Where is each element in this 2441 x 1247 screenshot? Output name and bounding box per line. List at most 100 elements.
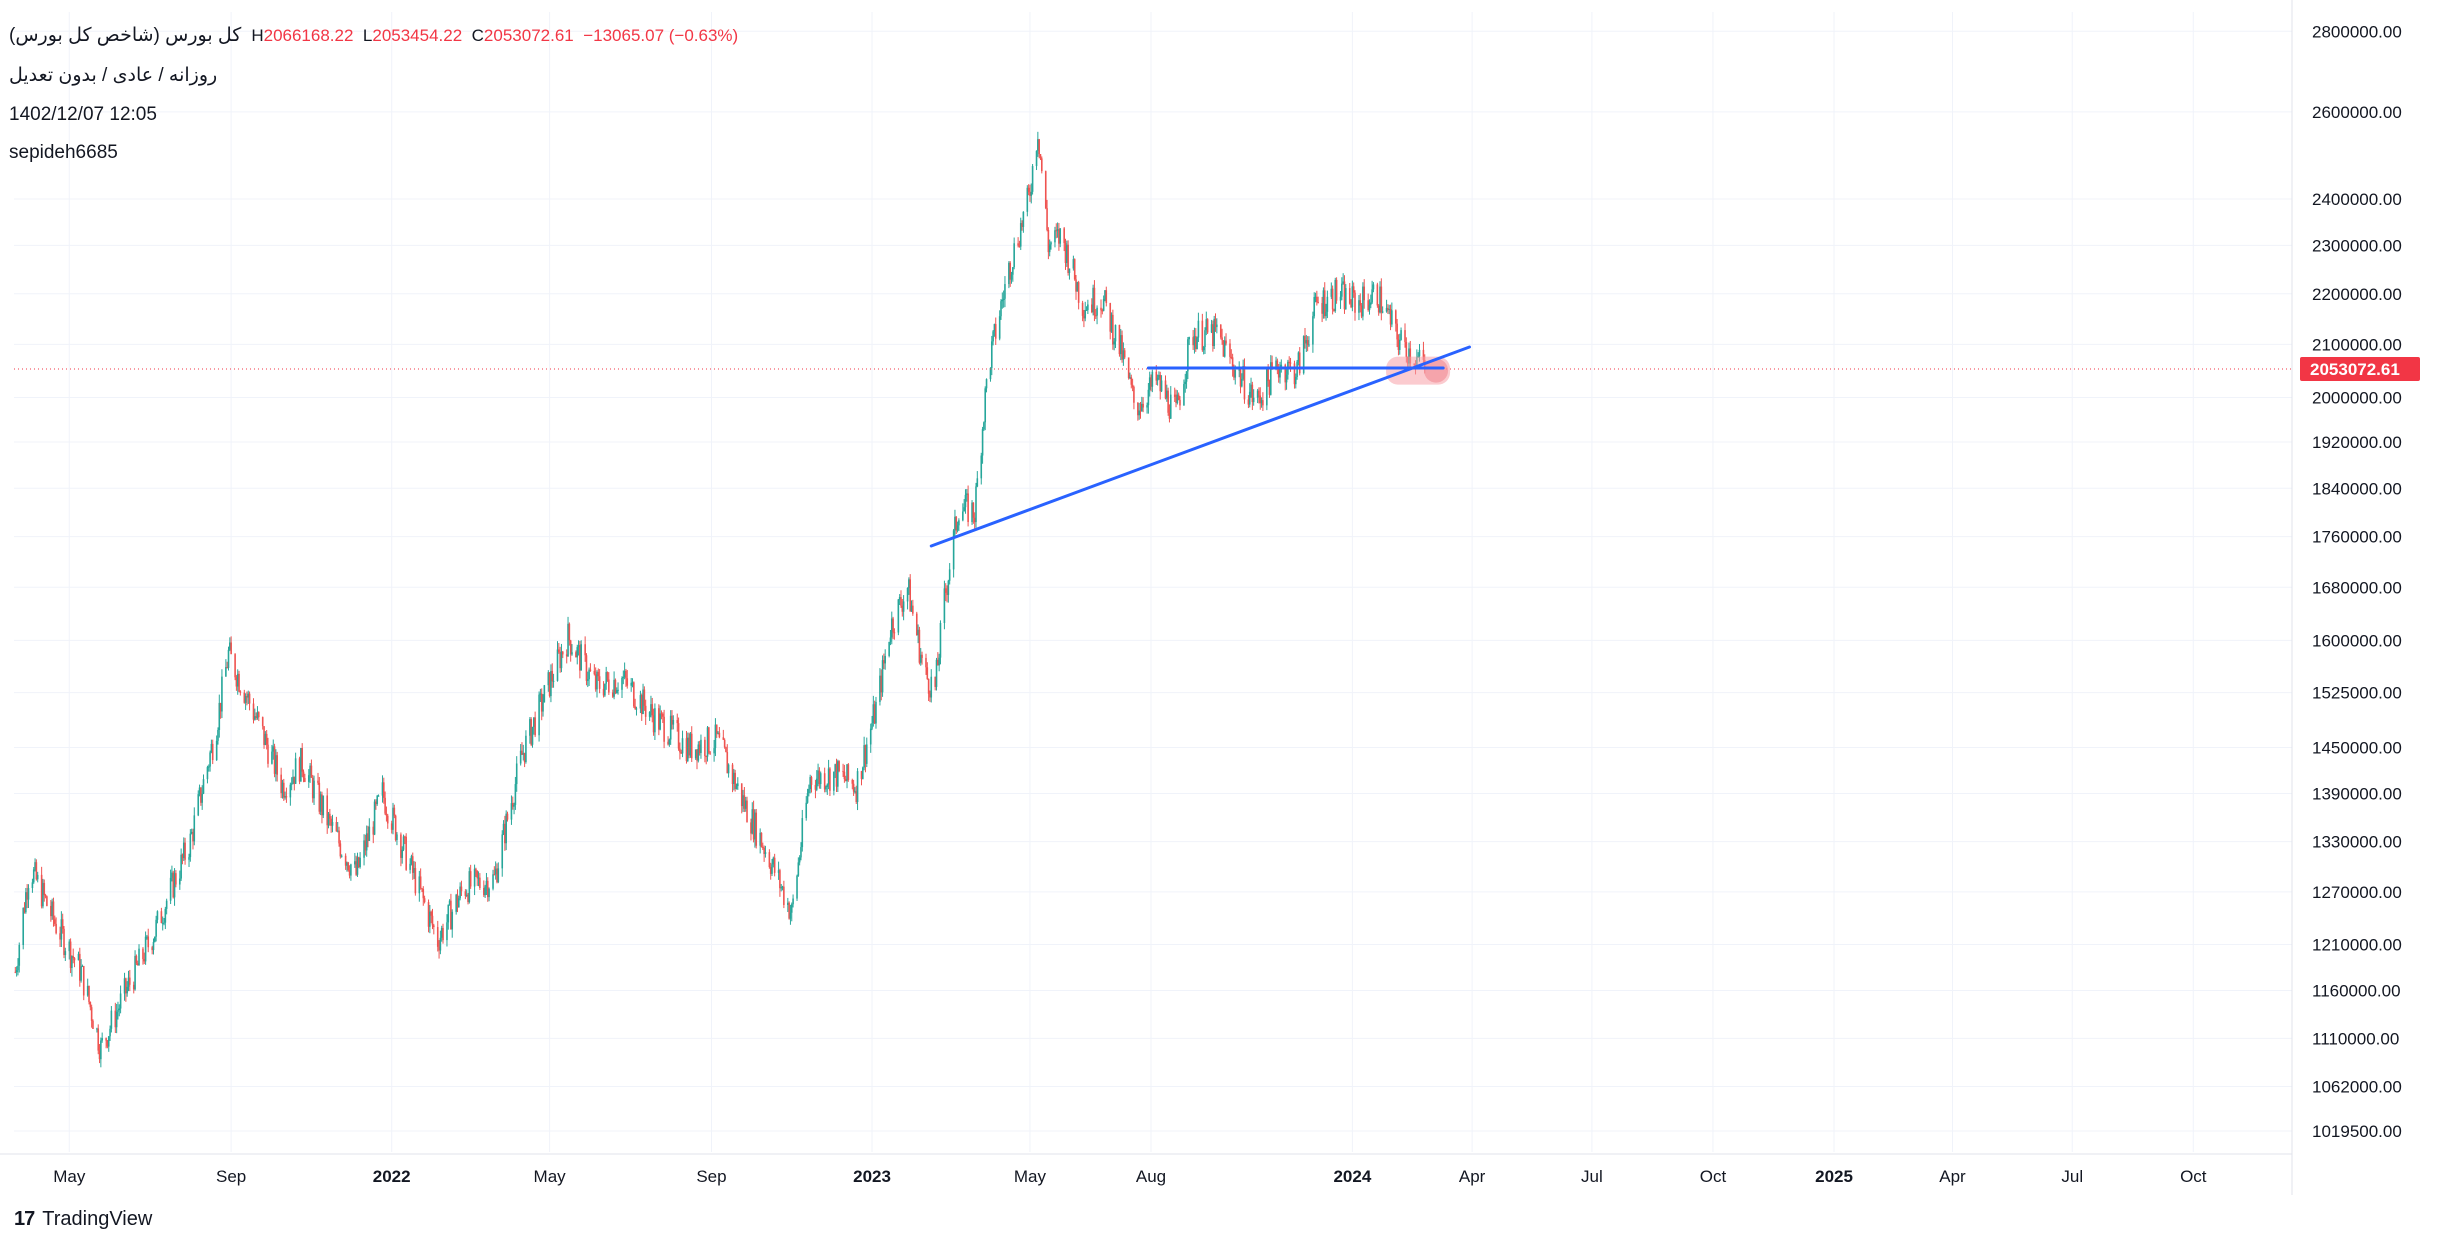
candle-body [422,889,425,899]
candle-body [281,782,284,794]
interval-label: روزانه / عادی / بدون تعدیل [9,65,218,86]
candle-body [1022,211,1025,227]
candle-body [881,660,884,693]
candle-body [386,815,389,824]
candle-body [1027,187,1030,192]
candle-body [1130,377,1133,385]
candle-body [963,507,965,512]
candle-body [257,712,260,718]
candle-body [796,875,798,899]
candle-body [206,767,209,780]
candle-body [529,719,531,736]
candle-body [318,782,321,812]
candle-body [642,689,644,715]
candle-body [1184,381,1187,385]
candle-body [1391,310,1393,325]
candle-body [746,800,748,823]
candle-body [1169,394,1172,419]
candle-body [88,985,90,1002]
candle-body [79,953,81,981]
candle-body [1188,337,1190,340]
candle-body [998,316,1001,339]
candle-body [965,493,968,495]
candle-body [633,682,635,707]
price-tick-label: 1210000.00 [2312,936,2402,955]
candle-body [273,746,276,774]
candle-body [1197,320,1200,338]
candle-body [1348,288,1351,304]
candle-body [971,502,973,522]
candle-body [173,873,176,898]
candle-body [779,870,781,889]
candle-body [367,833,369,841]
candle-body [658,708,660,730]
candle-body [238,673,240,692]
candle-body [100,1040,102,1060]
candle-body [1164,380,1167,399]
candle-body [826,784,829,787]
last-price-badge [2300,357,2420,382]
candle-body [989,367,992,380]
candle-body [497,868,500,883]
candle-body [1333,309,1335,311]
candle-body [1239,369,1242,387]
candle-body [215,740,218,761]
candle-body [81,966,84,968]
candle-body [160,911,163,924]
candle-body [1342,281,1344,284]
candle-body [909,579,911,612]
candle-body [419,876,422,889]
candle-body [1141,403,1143,412]
candle-body [483,888,485,896]
candle-body [89,1001,92,1008]
candle-body [625,670,627,679]
candle-body [392,807,394,830]
candle-body [652,715,655,733]
candle-body [261,717,264,727]
candle-body [810,777,813,785]
candle-body [912,605,914,614]
candle-body [550,670,552,697]
candle-body [247,693,250,698]
candle-body [22,907,25,945]
candle-body [271,751,273,764]
candle-body [1252,397,1255,403]
candle-body [854,791,856,793]
candle-body [589,669,592,671]
candle-body [871,723,873,729]
candle-body [926,667,929,680]
time-tick-label: May [53,1167,86,1186]
price-tick-label: 1600000.00 [2312,631,2402,650]
candle-body [272,746,275,752]
candle-body [962,511,964,521]
candle-body [1314,296,1317,298]
symbol-title[interactable]: کل بورس (شاخص کل بورس) [9,25,242,46]
candle-body [539,693,542,695]
candle-body [235,677,238,687]
candle-body [972,502,975,518]
candle-body [1166,390,1168,399]
candle-body [698,744,701,754]
candle-body [686,737,689,761]
candle-body [1389,308,1392,325]
candle-body [1175,396,1177,403]
candle-body [651,704,654,716]
candle-body [1102,299,1105,311]
candle-body [1241,378,1243,387]
candle-body [1350,303,1352,308]
candle-body [1202,346,1205,351]
candle-body [448,900,451,905]
candle-body [401,849,404,858]
candle-body [1093,287,1096,316]
candle-body [938,657,940,666]
candlestick-series [14,131,1426,1068]
candle-body [458,898,460,908]
tradingview-footer[interactable]: 17 TradingView [14,1208,152,1231]
drawings[interactable] [14,345,2292,548]
time-tick-label: 2022 [373,1167,411,1186]
candle-body [915,613,918,636]
candle-body [930,676,933,698]
candle-body [834,764,836,772]
candle-body [1063,228,1065,244]
